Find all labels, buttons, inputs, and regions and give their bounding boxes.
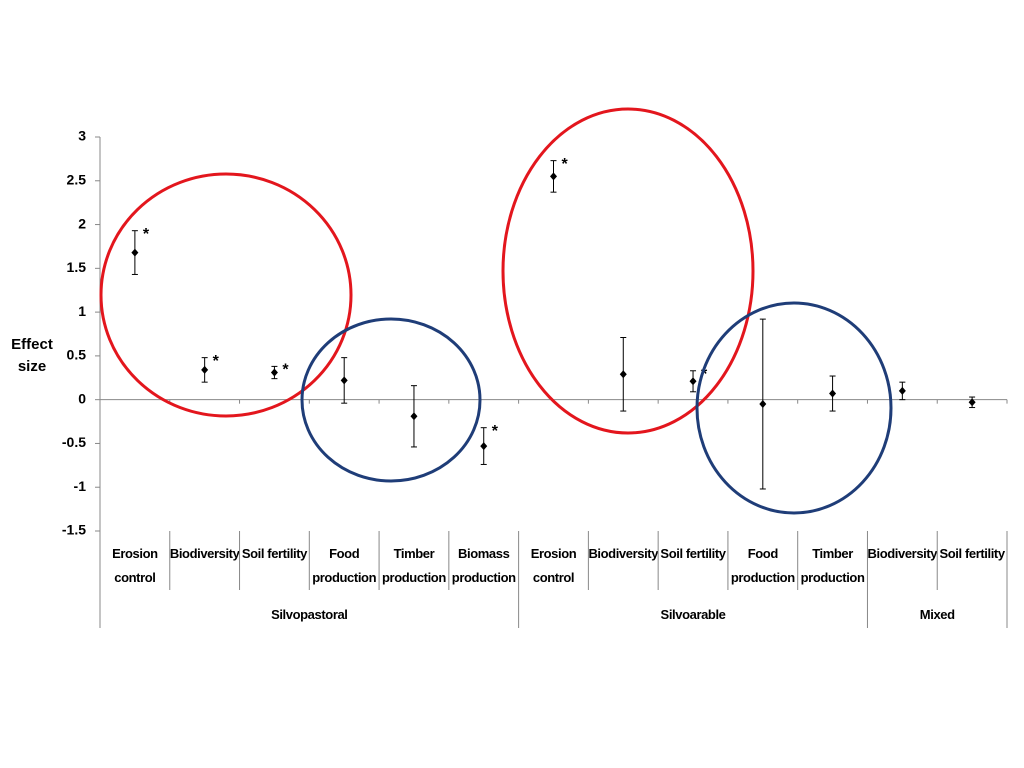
x-tick-label: Timber production [800,546,865,585]
x-tick-label-box: Erosion control [530,546,577,585]
point [270,368,278,377]
y-tick-label: -1.5 [62,522,86,538]
x-tick-label-box: Food production [730,546,795,585]
x-tick-label: Food production [730,546,795,585]
y-tick-label: 2.5 [67,171,87,187]
point [410,412,418,421]
x-tick-label: Erosion control [530,546,577,585]
point [340,376,348,385]
x-tick-label-box: Timber production [382,546,446,585]
group-label: Mixed [919,607,955,622]
x-tick-label-box: Biodiversity [867,546,938,561]
x-tick-label-box: Soil fertility [939,546,1006,561]
y-tick-label: 2 [78,215,86,231]
group-label: Silvoarable [660,607,726,622]
y-tick-label: -1 [74,478,87,494]
group-label-box: Silvopastoral [271,607,348,622]
x-tick-label-box: Soil fertility [241,546,308,561]
group-label: Silvopastoral [271,607,348,622]
x-tick-label-box: Biodiversity [169,546,240,561]
group-label-box: Mixed [919,607,955,622]
point [829,389,837,398]
significance-label: * [282,362,289,379]
point [131,248,139,257]
y-tick-label: 0 [78,390,86,406]
y-tick-label: 1.5 [67,259,87,275]
highlight-circle [501,107,755,435]
y-tick-label: -0.5 [62,434,86,450]
x-tick-label-box: Timber production [800,546,865,585]
point [550,172,557,181]
y-tick-label: 0.5 [67,347,87,363]
x-tick-label: Biomass production [451,546,516,585]
point [201,365,209,374]
y-axis-label-box: Effect size [11,336,53,375]
x-tick-label-box: Soil fertility [660,546,726,561]
x-tick-label: Soil fertility [939,546,1006,561]
x-tick-label: Biodiversity [867,546,938,561]
x-tick-label-box: Food production [312,546,377,585]
x-tick-label-box: Biodiversity [588,546,659,561]
x-tick-label: Biodiversity [169,546,240,561]
x-tick-label: Food production [312,546,377,585]
x-tick-label: Soil fertility [660,546,726,561]
y-tick-label: 3 [78,128,86,144]
x-tick-label: Timber production [382,546,446,585]
x-tick-label-box: Erosion control [112,546,158,585]
highlight-circle [99,172,353,418]
x-tick-label: Soil fertility [241,546,308,561]
point [480,442,488,451]
significance-label: * [143,226,150,243]
significance-label: * [213,353,220,370]
group-label-box: Silvoarable [660,607,726,622]
point [968,398,976,407]
x-tick-label: Erosion control [112,546,158,585]
annotation-circles [99,107,893,515]
point [619,370,627,379]
plot: -1.5 -1 -0.5 0 0.5 1 1.5 2 2.5 3 Erosion control * B… [62,128,1008,628]
point [689,377,697,386]
point [759,400,767,409]
significance-label: * [492,423,499,440]
highlight-circle [695,301,893,515]
y-axis-label: Effect size [11,336,53,375]
y-tick-label: 1 [78,303,86,319]
x-tick-label-box: Biomass production [451,546,516,585]
significance-label: * [701,366,708,383]
highlight-circle [300,317,482,483]
point [898,386,906,395]
significance-label: * [562,156,569,173]
x-tick-label: Biodiversity [588,546,659,561]
